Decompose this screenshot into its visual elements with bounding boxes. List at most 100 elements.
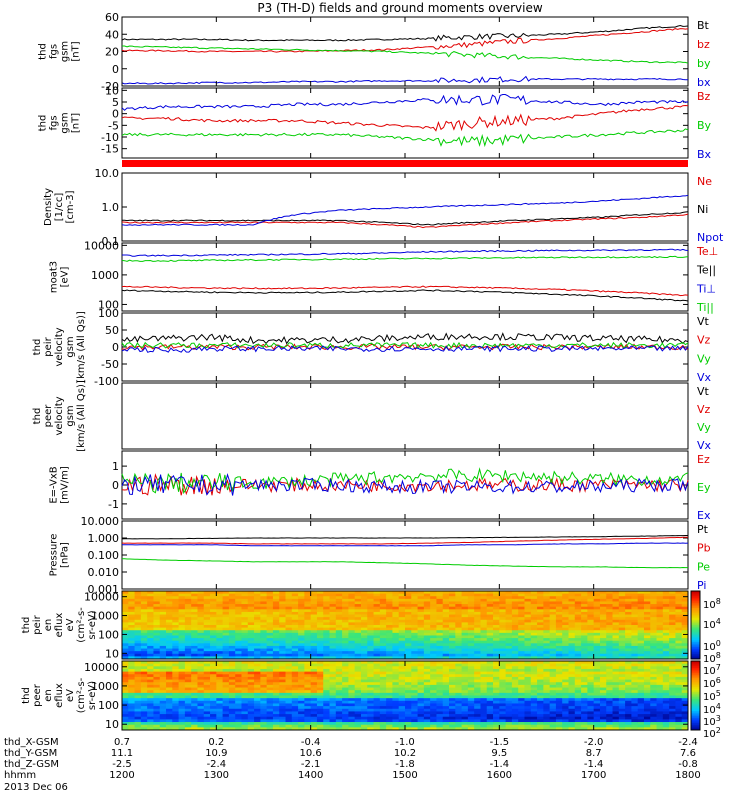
- heat-cell: [650, 661, 657, 665]
- heat-cell: [153, 676, 161, 680]
- heat-cell: [140, 690, 148, 694]
- heat-cell: [599, 716, 607, 720]
- heat-cell: [574, 601, 582, 605]
- heat-cell: [172, 682, 179, 686]
- heat-cell: [442, 622, 450, 626]
- heat-cell: [235, 711, 242, 715]
- heat-cell: [474, 700, 481, 704]
- heat-cell: [379, 690, 387, 694]
- heat-cell: [555, 625, 563, 629]
- heat-cell: [291, 632, 299, 636]
- heat-cell: [612, 627, 620, 631]
- heat-cell: [423, 593, 431, 597]
- heat-cell: [505, 638, 513, 642]
- heat-cell: [228, 676, 236, 680]
- heat-cell: [228, 714, 236, 718]
- heat-cell: [254, 716, 261, 720]
- heat-cell: [643, 635, 651, 639]
- heat-cell: [222, 645, 230, 649]
- heat-cell: [637, 679, 645, 683]
- heat-cell: [650, 724, 657, 728]
- heat-cell: [568, 648, 576, 652]
- heat-cell: [449, 698, 456, 702]
- heat-cell: [254, 648, 261, 652]
- heat-cell: [241, 692, 249, 696]
- heat-cell: [669, 719, 676, 723]
- heat-cell: [593, 692, 601, 696]
- heat-cell: [530, 632, 538, 636]
- heat-cell: [411, 640, 418, 644]
- heat-cell: [241, 622, 249, 626]
- heat-cell: [524, 722, 532, 726]
- heat-cell: [367, 593, 374, 597]
- heat-cell: [423, 632, 431, 636]
- heat-cell: [637, 703, 645, 707]
- heat-cell: [360, 668, 368, 673]
- heat-cell: [606, 614, 613, 618]
- heat-cell: [310, 635, 318, 639]
- heat-cell: [373, 627, 381, 631]
- heat-cell: [518, 638, 525, 642]
- heat-cell: [618, 724, 626, 728]
- heat-cell: [669, 640, 676, 644]
- heat-cell: [348, 708, 356, 712]
- heat-cell: [254, 724, 261, 728]
- heat-cell: [153, 703, 161, 707]
- heat-cell: [354, 727, 362, 731]
- heat-cell: [254, 635, 261, 639]
- heat-cell: [316, 630, 324, 634]
- heat-cell: [568, 676, 576, 680]
- heat-cell: [379, 706, 387, 710]
- heat-cell: [159, 708, 167, 712]
- heat-cell: [411, 706, 418, 710]
- heat-cell: [323, 645, 330, 649]
- heat-cell: [480, 695, 488, 699]
- heat-cell: [348, 625, 356, 629]
- heat-cell: [279, 645, 286, 649]
- heat-cell: [643, 687, 651, 691]
- heat-cell: [599, 611, 607, 615]
- heat-cell: [625, 708, 632, 712]
- heat-cell: [386, 609, 393, 613]
- heat-cell: [373, 593, 381, 597]
- heat-cell: [662, 651, 670, 655]
- heat-cell: [436, 706, 444, 710]
- heat-cell: [587, 653, 595, 657]
- heat-cell: [335, 661, 343, 665]
- heat-cell: [128, 651, 135, 655]
- heat-cell: [480, 653, 488, 657]
- heat-cell: [606, 606, 613, 610]
- heat-cell: [669, 638, 676, 642]
- heat-cell: [153, 684, 161, 688]
- heat-cell: [499, 722, 507, 726]
- heat-cell: [373, 722, 381, 726]
- heat-cell: [650, 609, 657, 613]
- heat-cell: [669, 724, 676, 728]
- heat-cell: [643, 630, 651, 634]
- heat-cell: [656, 604, 664, 608]
- heat-cell: [593, 619, 601, 623]
- heat-cell: [228, 727, 236, 731]
- heat-cell: [140, 632, 148, 636]
- heat-cell: [298, 703, 305, 707]
- heat-cell: [354, 698, 362, 702]
- heat-cell: [298, 722, 305, 726]
- heat-cell: [461, 611, 469, 615]
- heat-cell: [486, 719, 494, 723]
- heat-cell: [373, 619, 381, 623]
- heat-cell: [555, 630, 563, 634]
- heat-cell: [191, 653, 198, 657]
- heat-cell: [650, 630, 657, 634]
- heat-cell: [386, 682, 393, 686]
- heat-cell: [323, 619, 330, 623]
- heat-cell: [266, 606, 274, 610]
- heat-cell: [467, 727, 475, 731]
- heat-cell: [574, 700, 582, 704]
- heat-cell: [272, 645, 280, 649]
- heat-cell: [348, 638, 356, 642]
- heat-cell: [140, 661, 148, 665]
- heat-cell: [291, 719, 299, 723]
- heat-cell: [184, 604, 192, 608]
- heat-cell: [618, 727, 626, 731]
- heat-cell: [367, 648, 374, 652]
